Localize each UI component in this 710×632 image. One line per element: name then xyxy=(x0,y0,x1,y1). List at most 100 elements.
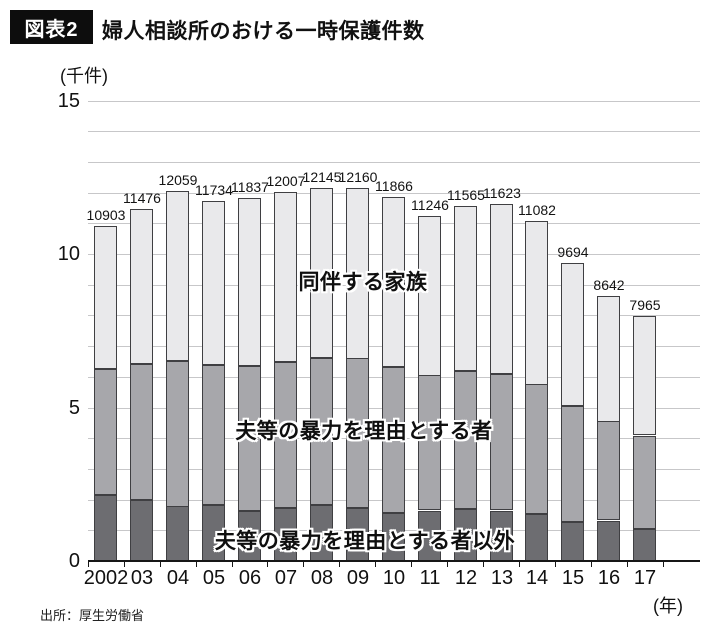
bar-segment-spousal-violence xyxy=(202,365,225,505)
gridline xyxy=(88,131,700,132)
x-axis-tick xyxy=(627,562,628,567)
y-axis-tick-label: 0 xyxy=(68,550,80,572)
gridline xyxy=(88,193,700,194)
bar-segment-other-reason xyxy=(166,506,189,561)
x-axis-year-label: 06 xyxy=(238,567,262,589)
bar-segment-accompanying-family xyxy=(525,221,548,385)
bar-segment-spousal-violence xyxy=(633,436,656,529)
x-axis-tick xyxy=(375,562,376,567)
bar-segment-spousal-violence xyxy=(525,384,548,514)
bar-segment-spousal-violence xyxy=(94,369,117,495)
x-axis-year-label: 2002 xyxy=(83,567,129,589)
x-axis-tick xyxy=(663,562,664,567)
bar-segment-other-reason xyxy=(597,521,620,561)
bar-segment-accompanying-family xyxy=(346,188,369,359)
bar-segment-accompanying-family xyxy=(166,191,189,361)
x-axis-line xyxy=(88,560,700,562)
bar-segment-accompanying-family xyxy=(310,188,333,358)
bar-value-label: 10903 xyxy=(86,207,126,223)
x-axis-year-label: 07 xyxy=(274,567,298,589)
x-axis-tick xyxy=(124,562,125,567)
chart-title: 婦人相談所のおける一時保護件数 xyxy=(102,20,425,43)
bar-value-label: 12007 xyxy=(266,173,306,189)
bar-segment-accompanying-family xyxy=(418,216,441,376)
x-axis-tick xyxy=(196,562,197,567)
bar-value-label: 12145 xyxy=(302,169,342,185)
bar-segment-other-reason xyxy=(525,514,548,561)
bar-value-label: 9694 xyxy=(557,244,589,260)
y-axis-tick-label: 15 xyxy=(57,90,80,112)
x-axis-tick xyxy=(483,562,484,567)
bar-value-label: 11246 xyxy=(411,197,449,213)
bar-value-label: 11623 xyxy=(483,185,521,201)
x-axis-year-label: 09 xyxy=(346,567,370,589)
bar-segment-spousal-violence xyxy=(561,406,584,522)
x-axis-tick xyxy=(591,562,592,567)
x-axis-tick xyxy=(555,562,556,567)
bar-segment-spousal-violence xyxy=(238,366,261,511)
x-axis-year-label: 08 xyxy=(310,567,334,589)
bar-value-label: 7965 xyxy=(629,297,661,313)
x-axis-tick xyxy=(447,562,448,567)
bar-segment-accompanying-family xyxy=(633,316,656,435)
series-label: 同伴する家族 xyxy=(298,271,428,294)
bar-segment-accompanying-family xyxy=(274,192,297,362)
bar-segment-accompanying-family xyxy=(561,263,584,406)
figure-number-badge: 図表2 xyxy=(10,10,93,44)
bar-segment-other-reason xyxy=(633,529,656,561)
source-note: 出所：厚生労働省 xyxy=(40,608,145,623)
bar-segment-spousal-violence xyxy=(166,361,189,507)
x-axis-tick xyxy=(267,562,268,567)
x-axis-year-label: 12 xyxy=(454,567,478,589)
x-axis-tick xyxy=(160,562,161,567)
x-axis-year-label: 10 xyxy=(382,567,406,589)
bar-segment-spousal-violence xyxy=(382,367,405,513)
x-axis-tick xyxy=(339,562,340,567)
x-axis-year-label: 05 xyxy=(202,567,226,589)
bar-segment-accompanying-family xyxy=(238,198,261,366)
bar-segment-other-reason xyxy=(94,495,117,561)
bar-value-label: 11866 xyxy=(375,178,413,194)
x-axis-year-label: 04 xyxy=(166,567,190,589)
x-axis-year-label: 13 xyxy=(490,567,514,589)
bar-value-label: 11476 xyxy=(123,190,161,206)
bar-segment-accompanying-family xyxy=(490,204,513,374)
x-axis-year-label: 17 xyxy=(633,567,657,589)
y-axis-tick-label: 10 xyxy=(57,243,80,265)
bar-segment-spousal-violence xyxy=(454,371,477,509)
bar-segment-spousal-violence xyxy=(130,364,153,500)
bar-segment-spousal-violence xyxy=(310,358,333,505)
bar-segment-spousal-violence xyxy=(274,362,297,508)
bar-segment-accompanying-family xyxy=(202,201,225,365)
y-axis-tick-label: 5 xyxy=(68,397,80,419)
x-axis-year-label: 03 xyxy=(130,567,154,589)
bar-segment-accompanying-family xyxy=(597,296,620,422)
bar-value-label: 11837 xyxy=(231,179,269,195)
x-axis-year-label: 16 xyxy=(597,567,621,589)
gridline xyxy=(88,162,700,163)
x-axis-year-label: 11 xyxy=(419,567,441,589)
bar-value-label: 11082 xyxy=(518,202,556,218)
bar-segment-accompanying-family xyxy=(130,209,153,364)
y-axis-unit-label: (千件) xyxy=(60,66,108,86)
bar-value-label: 11565 xyxy=(447,187,485,203)
bar-value-label: 12160 xyxy=(338,169,378,185)
x-axis-year-label: 14 xyxy=(525,567,549,589)
bar-segment-spousal-violence xyxy=(597,421,620,520)
bar-value-label: 8642 xyxy=(593,277,625,293)
x-axis-tick xyxy=(411,562,412,567)
series-label: 夫等の暴力を理由とする者以外 xyxy=(214,530,516,553)
series-label: 夫等の暴力を理由とする者 xyxy=(235,420,493,443)
bar-segment-other-reason xyxy=(561,522,584,561)
x-axis-tick xyxy=(232,562,233,567)
bar-segment-accompanying-family xyxy=(454,206,477,371)
x-axis-unit-label: (年) xyxy=(653,596,683,616)
bar-segment-spousal-violence xyxy=(490,374,513,510)
bar-segment-accompanying-family xyxy=(382,197,405,367)
bar-value-label: 11734 xyxy=(195,182,233,198)
bar-value-label: 12059 xyxy=(158,172,198,188)
x-axis-tick xyxy=(519,562,520,567)
x-axis-year-label: 15 xyxy=(561,567,585,589)
